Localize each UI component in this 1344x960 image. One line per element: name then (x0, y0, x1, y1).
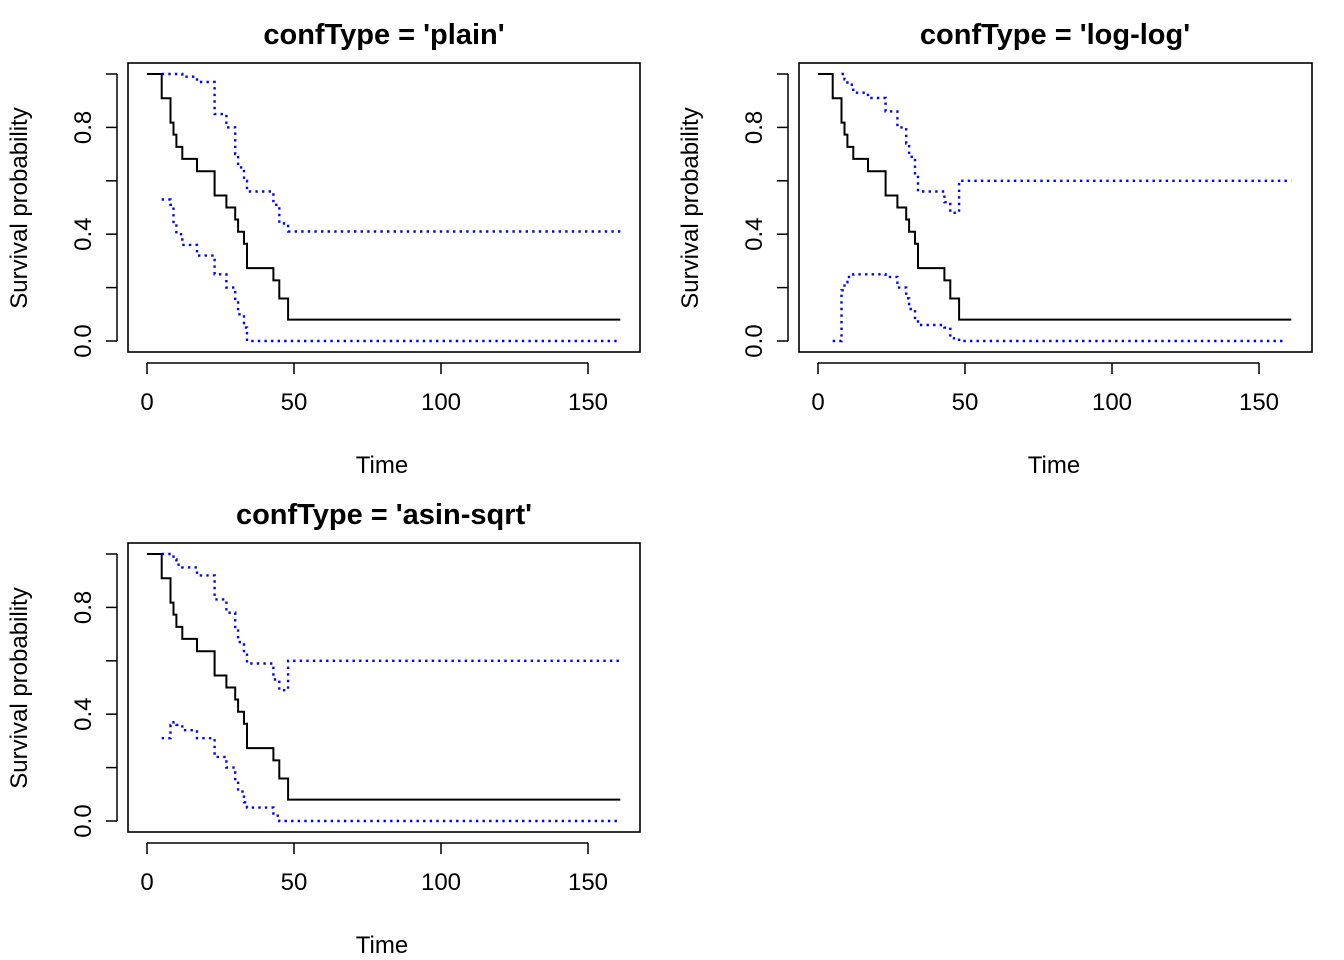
y-tick-label: 0.0 (70, 804, 97, 837)
x-tick-label: 50 (281, 389, 308, 416)
y-axis-label: Survival probability (6, 107, 33, 308)
plot-frame (127, 542, 641, 833)
y-tick-label: 0.8 (741, 111, 768, 144)
plot-title: confType = 'plain' (263, 19, 504, 51)
y-tick-label: 0.4 (70, 698, 97, 731)
x-axis-label: Time (1028, 452, 1080, 479)
plot-frame (798, 62, 1313, 353)
upper-confidence-line (841, 72, 1292, 214)
y-tick-label: 0.8 (70, 591, 97, 624)
panel-log-log: confType = 'log-log' Survival probabilit… (677, 19, 1313, 479)
lower-confidence-line (161, 721, 621, 823)
upper-confidence-line (161, 72, 621, 233)
y-tick-label: 0.0 (741, 324, 768, 357)
panel-plain: confType = 'plain' Survival probability … (6, 19, 641, 479)
lower-confidence-line (832, 273, 1286, 343)
x-tick-label: 150 (1239, 389, 1279, 416)
y-tick-label: 0.0 (70, 324, 97, 357)
km-estimate-line (147, 73, 621, 321)
x-tick-label: 50 (281, 869, 308, 896)
plot-title: confType = 'log-log' (920, 19, 1190, 51)
y-tick-label: 0.4 (70, 218, 97, 251)
plot-title: confType = 'asin-sqrt' (236, 499, 532, 531)
lower-confidence-line (161, 198, 621, 343)
x-tick-label: 100 (421, 869, 461, 896)
x-tick-label: 0 (140, 389, 153, 416)
km-estimate-line (147, 553, 621, 801)
x-tick-label: 0 (140, 869, 153, 896)
x-tick-label: 100 (1092, 389, 1132, 416)
x-tick-label: 150 (568, 869, 608, 896)
y-tick-label: 0.8 (70, 111, 97, 144)
km-estimate-line (818, 73, 1292, 321)
y-axis-label: Survival probability (6, 587, 33, 788)
plot-frame (127, 62, 641, 353)
x-tick-label: 0 (811, 389, 824, 416)
panel-asin-sqrt: confType = 'asin-sqrt' Survival probabil… (6, 499, 641, 959)
x-axis-label: Time (356, 452, 408, 479)
x-tick-label: 150 (568, 389, 608, 416)
y-tick-label: 0.4 (741, 218, 768, 251)
x-tick-label: 50 (952, 389, 979, 416)
x-axis-label: Time (356, 932, 408, 959)
y-axis-label: Survival probability (677, 107, 704, 308)
x-tick-label: 100 (421, 389, 461, 416)
upper-confidence-line (161, 552, 621, 692)
